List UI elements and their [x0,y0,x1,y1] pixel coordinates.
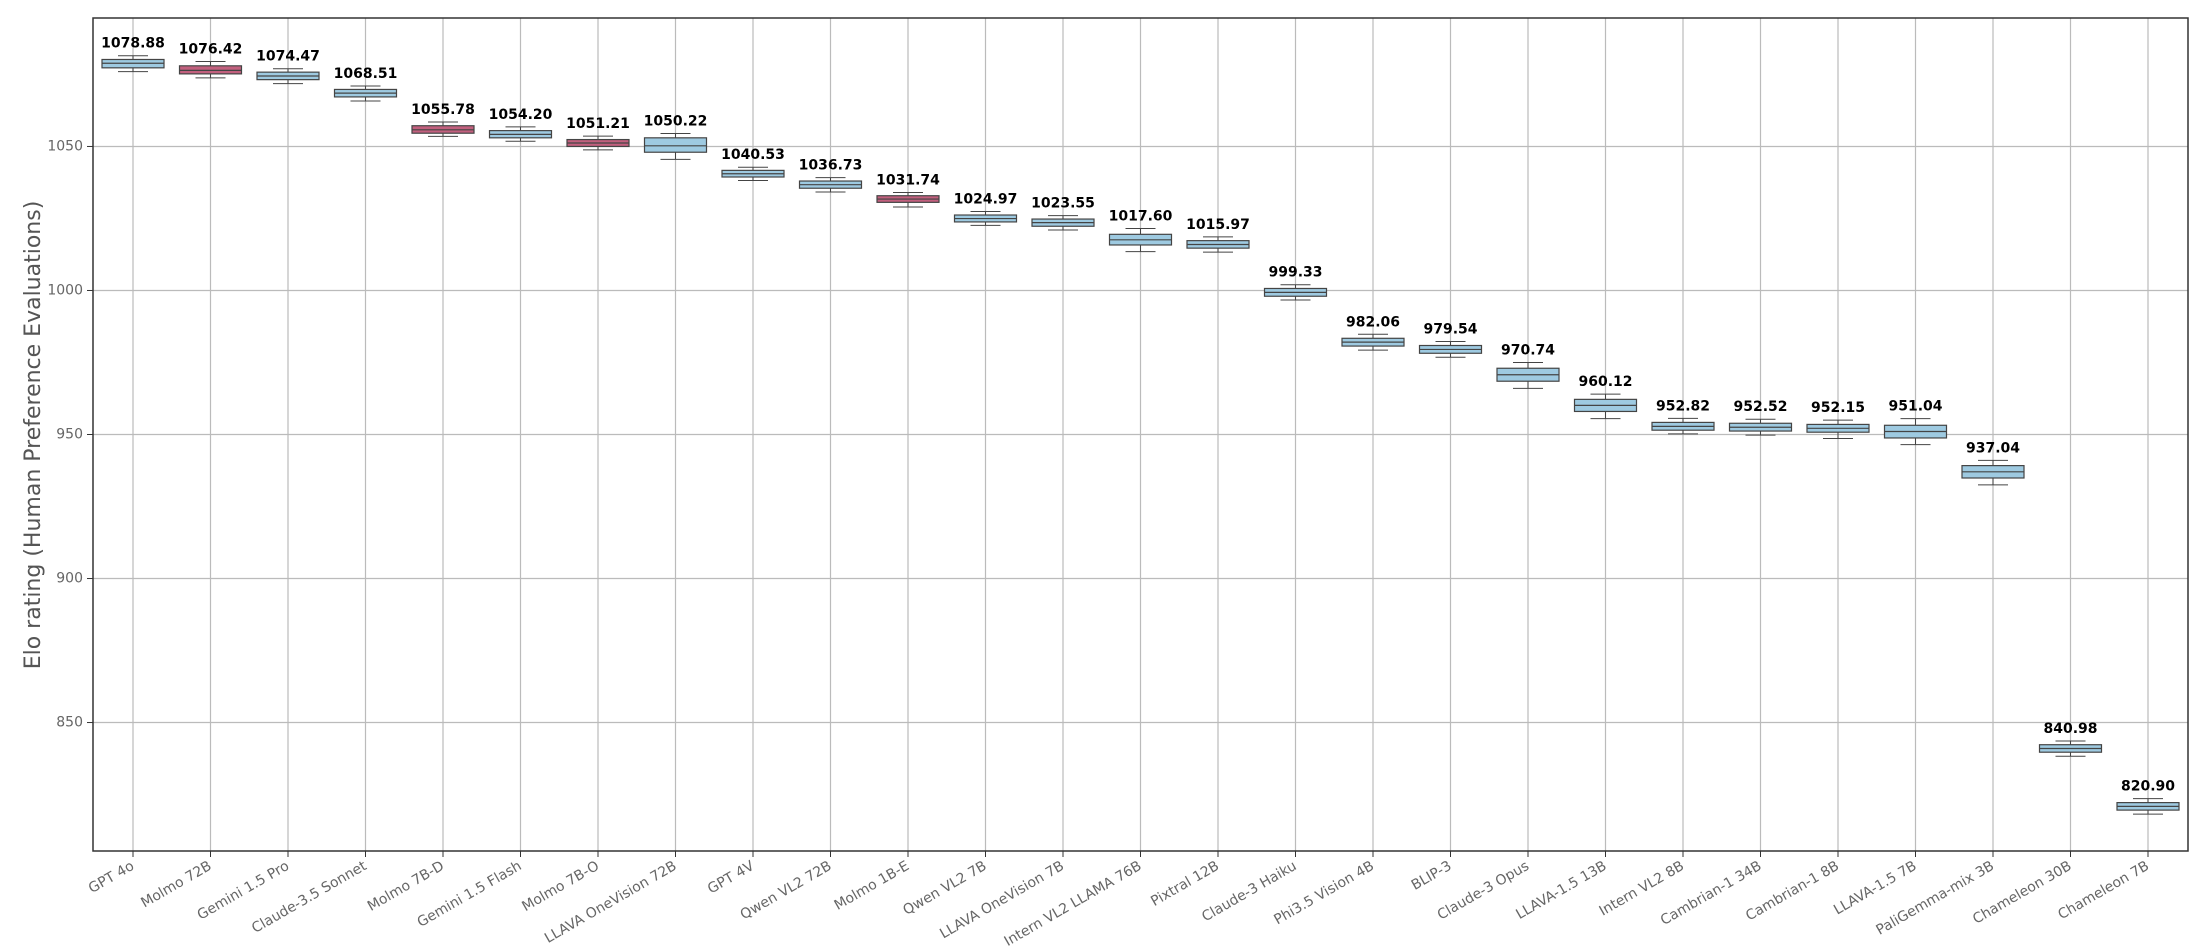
value-label: 952.15 [1811,400,1865,416]
plot-frame [92,17,2189,852]
y-tick-label: 850 [56,715,83,731]
value-label: 1074.47 [256,49,320,65]
x-tick-label: LLAVA OneVision 72B [542,858,679,947]
y-tick-label: 1050 [47,138,83,154]
value-label: 1076.42 [179,41,243,57]
value-label: 982.06 [1346,314,1400,330]
value-label: 1040.53 [721,147,785,163]
value-label: 952.52 [1733,399,1787,415]
y-tick-label: 1000 [47,282,83,298]
value-label: 1023.55 [1031,196,1095,212]
box [643,137,708,153]
x-tick-label: BLIP-3 [1409,858,1455,894]
value-label: 1051.21 [566,116,630,132]
y-tick-label: 900 [56,571,83,587]
value-label: 960.12 [1578,374,1632,390]
y-tick-label: 950 [56,427,83,443]
x-tick-label: Pixtral 12B [1148,858,1222,910]
y-axis-label: Elo rating (Human Preference Evaluations… [21,201,46,670]
value-label: 1031.74 [876,173,940,189]
value-label: 1050.22 [644,114,708,130]
value-label: 951.04 [1888,399,1942,415]
value-label: 1017.60 [1109,209,1173,225]
x-tick-label: Molmo 72B [138,858,214,911]
value-label: 1036.73 [799,158,863,174]
x-tick-label: LLAVA OneVision 7B [937,858,1067,942]
x-tick-label: Intern VL2 LLAMA 76B [1002,858,1145,950]
value-label: 1078.88 [101,36,165,52]
value-label: 1054.20 [489,107,553,123]
x-tick-label: GPT 4o [86,858,137,897]
value-label: 1024.97 [954,192,1018,208]
value-label: 840.98 [2043,721,2097,737]
value-label: 952.82 [1656,398,1710,414]
x-tick-label: GPT 4V [705,858,757,897]
value-label: 820.90 [2121,779,2175,795]
value-label: 1068.51 [334,66,398,82]
value-label: 1015.97 [1186,217,1250,233]
value-label: 999.33 [1268,265,1322,281]
value-label: 937.04 [1966,440,2020,456]
value-label: 979.54 [1423,321,1477,337]
value-label: 1055.78 [411,102,475,118]
value-label: 970.74 [1501,342,1555,358]
